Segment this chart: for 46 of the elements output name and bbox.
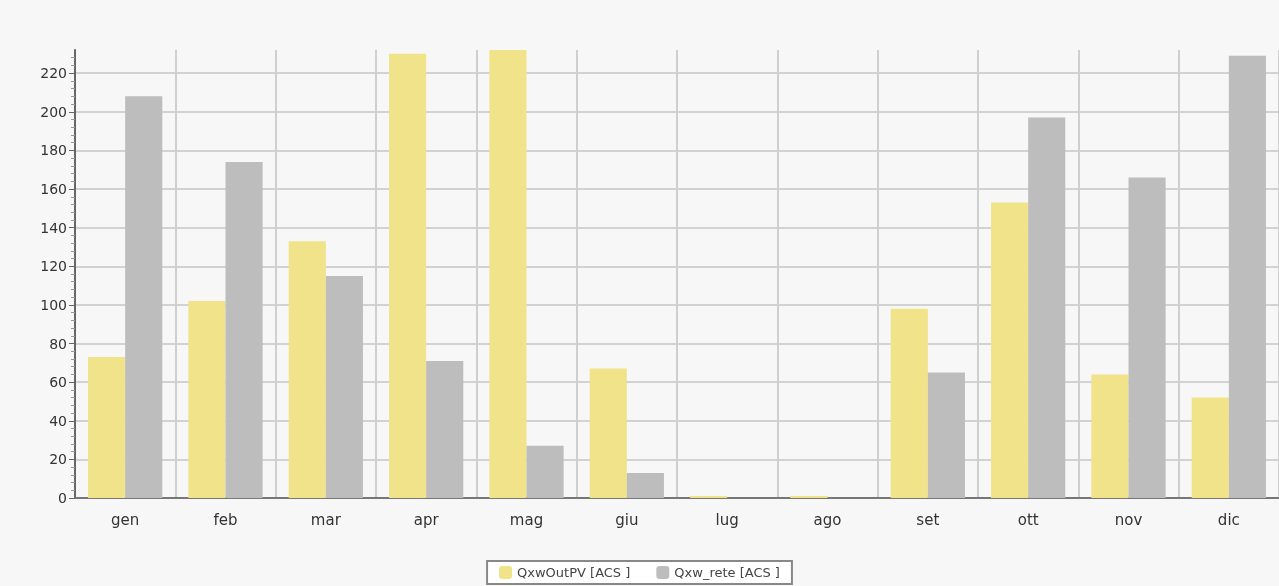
y-tick-label: 140 [40,219,67,236]
bar [188,301,226,498]
y-tick-label: 180 [40,142,67,159]
x-tick-label: giu [615,510,639,529]
legend-label: Qxw_rete [ACS ] [674,565,780,580]
x-tick-label: ott [1017,510,1039,529]
y-tick-label: 200 [40,103,67,120]
y-tick-label: 60 [49,374,67,391]
bar [1228,55,1266,498]
bar [1191,397,1229,498]
y-tick-label: 220 [40,65,67,82]
bar [426,360,464,498]
bar [626,472,664,498]
bar [88,357,126,498]
x-tick-label: feb [213,510,238,529]
y-tick-label: 120 [40,258,67,275]
bar [489,50,527,498]
y-tick-label: 100 [40,296,67,313]
bar [325,275,363,498]
bar [288,241,326,498]
bar [1128,177,1166,498]
bar [991,202,1029,498]
bar [1091,374,1129,498]
bar [526,445,564,498]
bar [927,372,965,498]
legend-label: QxwOutPV [ACS ] [517,565,631,580]
y-tick-label: 160 [40,181,67,198]
x-tick-label: mar [310,510,342,529]
y-tick-label: 20 [49,451,67,468]
y-tick-label: 40 [49,412,67,429]
bar [589,368,627,498]
y-tick-label: 0 [58,490,67,506]
bar [125,96,163,498]
x-tick-label: lug [715,510,739,529]
x-tick-label: nov [1114,510,1143,529]
y-tick-label: 80 [49,335,67,352]
x-tick-label: mag [509,510,544,529]
x-tick-label: set [916,510,940,529]
x-tick-label: gen [111,510,140,529]
bar [389,53,427,498]
bar [225,162,263,498]
x-tick-label: apr [413,510,440,529]
x-tick-label: ago [813,510,842,529]
bar [1028,117,1066,498]
x-tick-label: dic [1217,510,1240,529]
bar [890,308,928,498]
